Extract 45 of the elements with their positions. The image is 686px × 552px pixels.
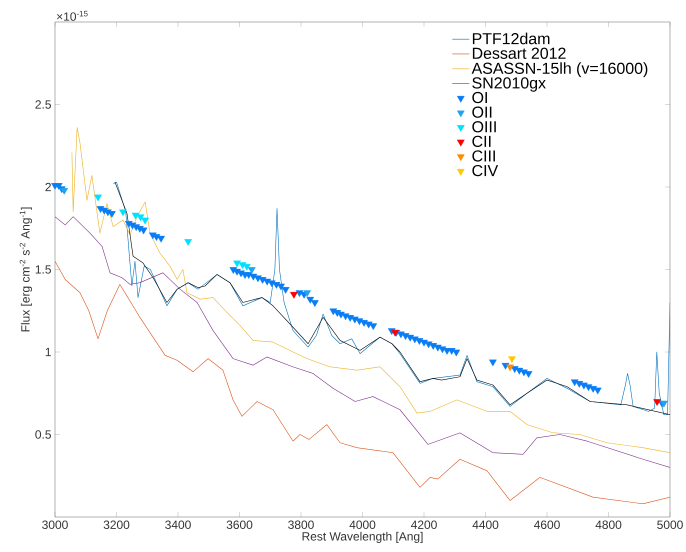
x-tick-label: 4000 xyxy=(349,520,376,529)
point xyxy=(233,260,241,268)
y-tick-label: 2 xyxy=(45,182,51,192)
legend-label: CII xyxy=(472,136,490,148)
x-tick-label: 3000 xyxy=(42,520,68,529)
legend-label: CIV xyxy=(472,164,498,176)
y-tick-label: 1 xyxy=(46,348,51,356)
point xyxy=(290,292,298,299)
point xyxy=(60,188,68,195)
legend-label: PTF12dam xyxy=(472,32,550,44)
point xyxy=(94,194,102,202)
point xyxy=(136,214,144,222)
x-tick-label: 3600 xyxy=(226,520,252,529)
point xyxy=(119,209,127,216)
point xyxy=(243,264,251,271)
legend-label: OII xyxy=(472,106,492,118)
legend-label: Dessart 2012 xyxy=(472,48,566,59)
x-tick-label: 3200 xyxy=(104,520,130,529)
x-tick-label: 5000 xyxy=(657,520,683,529)
point xyxy=(303,290,311,297)
x-tick-label: 4800 xyxy=(595,520,622,529)
x-tick-label: 4400 xyxy=(472,520,498,529)
y-tick-label: 2.5 xyxy=(35,100,51,109)
x-tick-label: 4200 xyxy=(410,520,437,529)
legend-label: SN2010gx xyxy=(472,77,546,92)
point xyxy=(132,212,140,220)
legend-label: OIII xyxy=(472,121,496,132)
y-tick-label: 1.5 xyxy=(36,265,51,274)
legend-label: OI xyxy=(472,92,487,104)
point xyxy=(184,239,192,246)
line-series xyxy=(55,216,670,468)
y-axis-title: Flux [erg cm$^{-2}$ s$^{-2}$ Ang$^{-1}$] xyxy=(20,207,32,332)
x-tick-label: 4600 xyxy=(534,520,560,529)
legend-label: ASASSN-15lh (v=16000) xyxy=(472,62,648,78)
x-tick-label: 3800 xyxy=(288,520,314,529)
x-axis-title: Rest Wavelength [Ang] xyxy=(302,532,423,543)
point xyxy=(141,218,149,224)
x-tick-label: 3400 xyxy=(165,520,191,529)
point xyxy=(508,356,516,363)
point xyxy=(248,267,256,274)
legend-label: CIII xyxy=(472,150,495,162)
point xyxy=(653,399,661,406)
text: ×10$^{-15}$ xyxy=(57,10,88,21)
line-series xyxy=(55,260,670,504)
y-tick-label: 0.5 xyxy=(35,430,51,439)
